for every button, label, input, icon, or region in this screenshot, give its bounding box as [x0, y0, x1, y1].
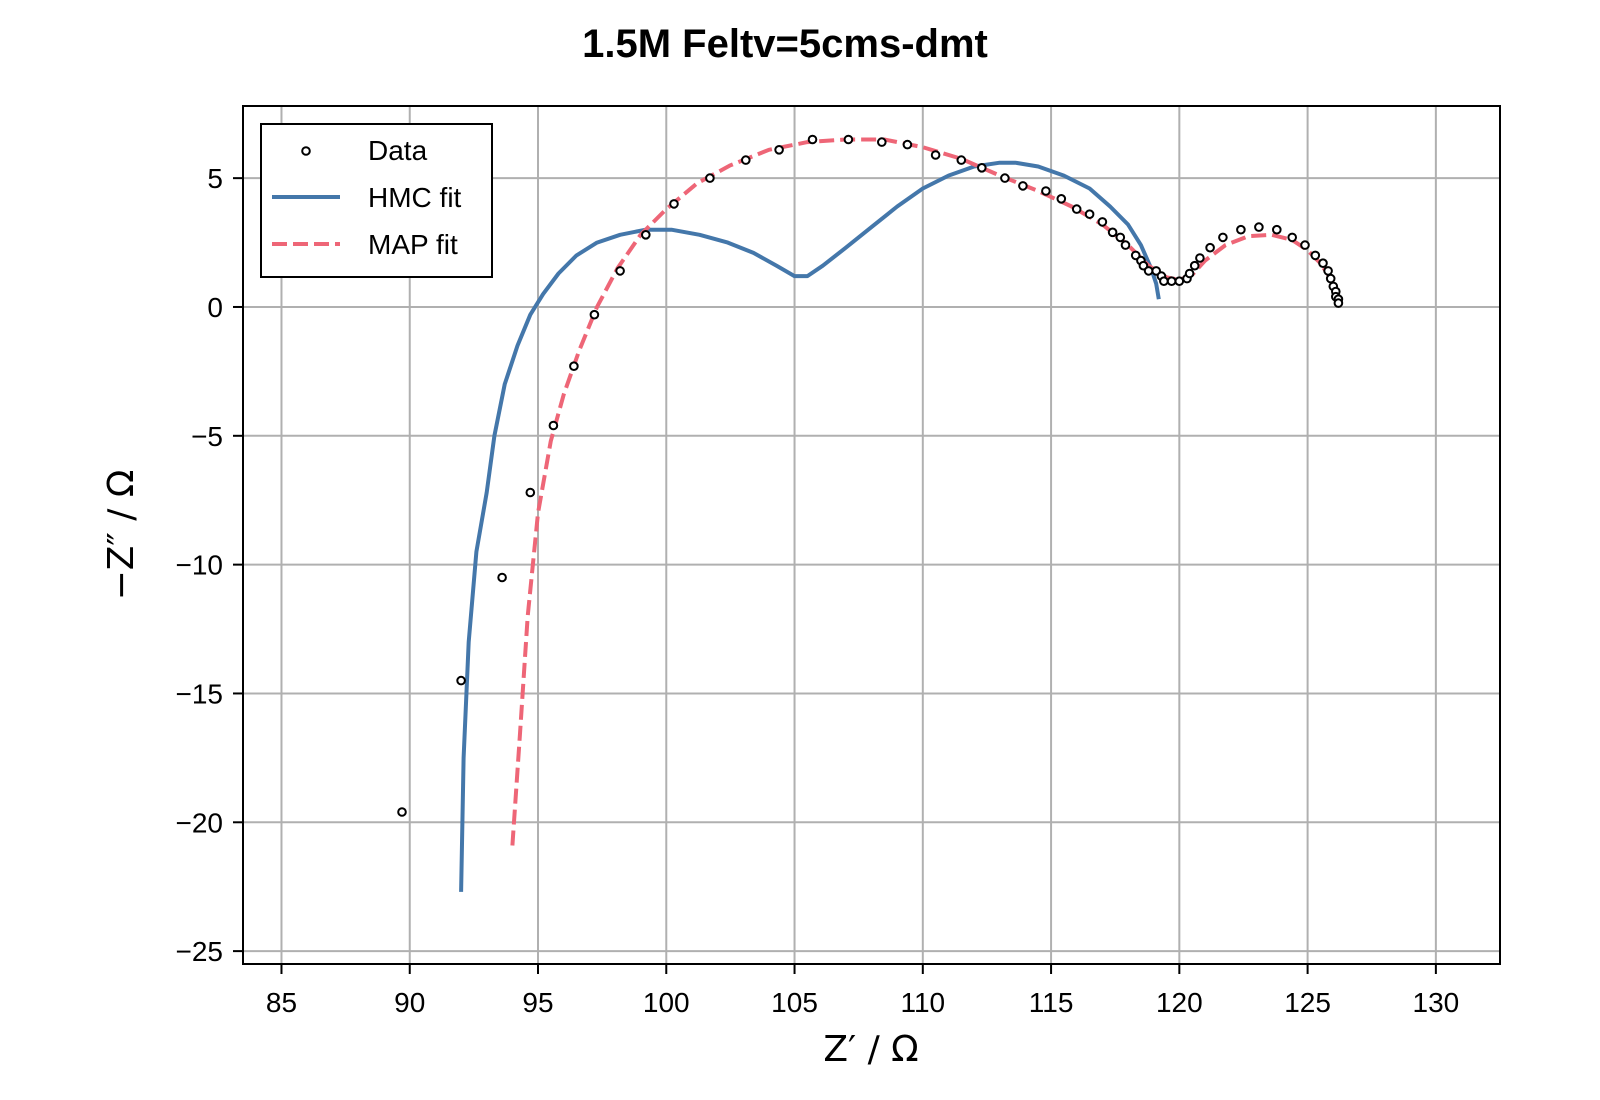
data-point [1071, 204, 1082, 214]
data-point [1107, 227, 1118, 238]
x-tick-label: 120 [1156, 987, 1203, 1018]
data-point [1184, 268, 1195, 279]
legend-label-hmc: HMC fit [368, 182, 462, 213]
data-point [1174, 276, 1185, 287]
y-tick-label: 5 [207, 163, 223, 194]
data-point [615, 266, 625, 276]
data-point [1056, 194, 1067, 204]
data-point [397, 807, 407, 817]
data-point [1254, 222, 1264, 232]
x-tick-label: 130 [1413, 987, 1460, 1018]
data-point [705, 173, 715, 183]
data-point [1236, 224, 1246, 235]
data-point [1166, 276, 1177, 287]
data-point [1189, 260, 1200, 271]
data-point [1300, 240, 1310, 250]
data-point [1205, 242, 1215, 253]
data-point [1195, 253, 1205, 263]
data-point [977, 163, 987, 173]
data-point [1018, 181, 1028, 191]
data-point [1159, 276, 1169, 287]
data-point [1323, 266, 1333, 276]
data-point [589, 309, 600, 320]
x-tick-label: 115 [1029, 987, 1074, 1018]
data-point [1000, 173, 1010, 183]
data-point [1287, 232, 1297, 243]
data-point [669, 199, 679, 209]
series [397, 134, 1344, 892]
y-tick-label: −25 [176, 936, 224, 967]
legend-label-map: MAP fit [368, 229, 458, 260]
data-point [843, 134, 854, 145]
y-tick-label: −15 [176, 678, 224, 709]
x-tick-label: 95 [522, 987, 553, 1018]
data-point [1310, 250, 1321, 261]
x-axis-label: Z′ / Ω [823, 1029, 918, 1070]
legend-data-marker [301, 146, 311, 156]
x-tick-label: 100 [643, 987, 690, 1018]
x-tick-label: 125 [1284, 987, 1331, 1018]
hmc-fit-line [459, 160, 1161, 892]
x-tick-label: 85 [266, 987, 297, 1018]
data-point [877, 137, 887, 147]
data-point [1218, 232, 1228, 243]
legend: Data HMC fit MAP fit [260, 123, 493, 278]
x-tick-label: 110 [900, 987, 945, 1018]
data-point [774, 145, 784, 155]
data-point [456, 675, 466, 686]
data-point [1325, 273, 1336, 284]
ticks: 85 90 95 100 105 110 115 120 125 130 5 0 −5 −10 −15 −20… [176, 163, 1460, 1018]
x-tick-label: 90 [394, 987, 425, 1018]
data-point [1272, 224, 1282, 235]
y-tick-label: −5 [191, 421, 223, 452]
data-point [1115, 232, 1126, 243]
y-axis-label: −Z″ / Ω [101, 470, 142, 601]
data-point [1143, 266, 1154, 276]
data-point [1084, 209, 1095, 219]
data-point [930, 150, 941, 160]
data-point [1318, 258, 1328, 269]
data-point [497, 572, 507, 583]
x-tick-label: 105 [771, 987, 818, 1018]
legend-frame [260, 123, 493, 278]
plot-frame [242, 105, 1501, 965]
y-tick-label: −10 [176, 550, 224, 581]
chart-title: 1.5M Feltv=5cms-dmt [582, 22, 988, 66]
map-fit-line [510, 137, 1341, 846]
data-point [569, 361, 579, 372]
data-point [1333, 298, 1344, 308]
data-point [525, 487, 536, 498]
data-point [1041, 186, 1051, 196]
y-tick-label: 0 [207, 292, 223, 323]
data-point [641, 230, 651, 240]
data-point [902, 139, 913, 150]
data-point [1120, 240, 1131, 250]
data-point [956, 155, 967, 165]
data-point [548, 420, 559, 431]
data-point [1097, 217, 1108, 227]
legend-label-data: Data [368, 135, 428, 166]
data-point [807, 134, 818, 145]
data-point [741, 155, 751, 165]
y-tick-label: −20 [176, 807, 224, 838]
